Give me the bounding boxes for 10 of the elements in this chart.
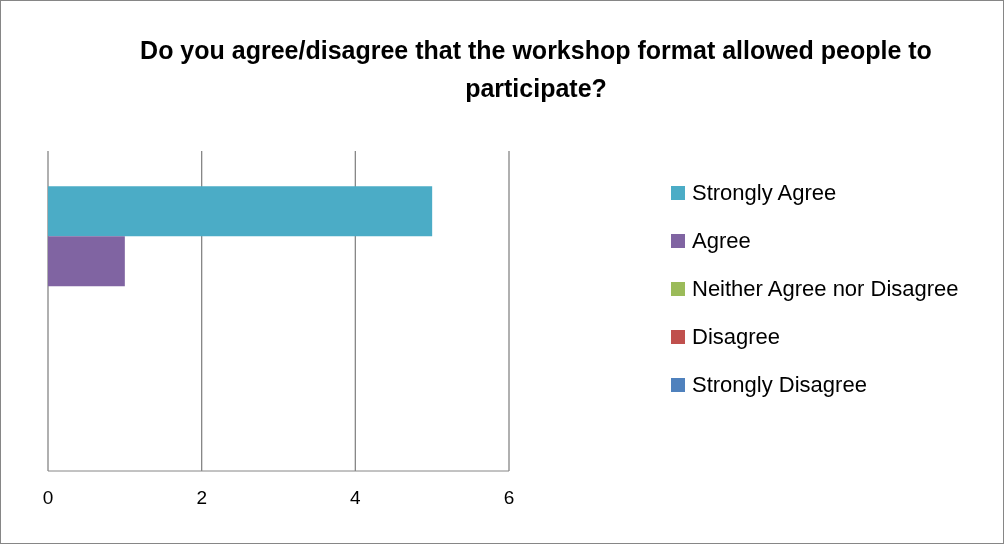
x-tick-label: 0 — [42, 487, 54, 509]
x-tick-label: 4 — [350, 487, 362, 509]
chart-title: Do you agree/disagree that the workshop format allowed people to participate? — [139, 35, 933, 104]
legend-label: Agree — [692, 228, 751, 254]
x-tick-label: 6 — [503, 487, 515, 509]
x-tick-label: 2 — [196, 487, 207, 509]
legend-label: Strongly Agree — [692, 180, 837, 206]
legend-label: Strongly Disagree — [692, 372, 867, 398]
legend-label: Neither Agree nor Disagree — [692, 276, 959, 302]
legend-label: Disagree — [692, 324, 781, 350]
